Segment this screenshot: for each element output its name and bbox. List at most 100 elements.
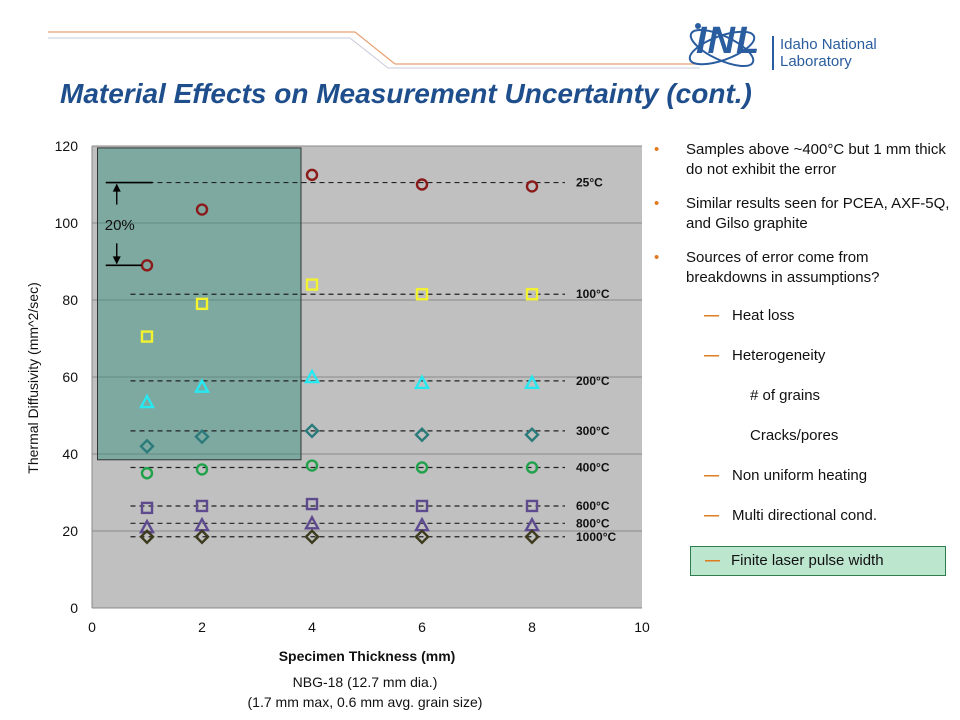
- highlight-region: [97, 147, 302, 461]
- x-tick-labels: 0 2 4 6 8 10: [88, 619, 650, 635]
- gridlines: [91, 145, 642, 609]
- data-point: [415, 461, 429, 474]
- data-point: [523, 374, 541, 389]
- series-label: 1000°C: [576, 530, 616, 544]
- data-point: [415, 499, 429, 513]
- y-tick-label: 40: [62, 446, 78, 462]
- x-tick-label: 0: [88, 619, 96, 635]
- data-markers: [138, 168, 541, 545]
- data-point: [305, 168, 319, 182]
- data-point: [140, 467, 154, 480]
- data-point: [414, 529, 430, 545]
- data-point: [415, 178, 429, 191]
- sub-bullet-text: Heterogeneity: [732, 347, 826, 364]
- data-point: [525, 288, 539, 301]
- bullet-glyph: •: [654, 195, 660, 212]
- sub-bullet-text: Multi directional cond.: [732, 507, 878, 524]
- sub-bullet-text: Non uniform heating: [732, 467, 868, 484]
- arrow-down-icon: [112, 256, 121, 265]
- data-point: [525, 499, 539, 513]
- logo-text: Idaho National Laboratory: [772, 36, 932, 70]
- sub-bullet-item: — Heterogeneity: [652, 346, 952, 366]
- y-tick-label: 0: [70, 600, 78, 616]
- inl-logo: INL Idaho National Laboratory: [682, 18, 932, 78]
- x-tick-label: 6: [418, 619, 426, 635]
- sub-bullet-text: Heat loss: [732, 307, 795, 324]
- data-point: [194, 428, 210, 445]
- data-point: [524, 427, 540, 443]
- bullet-text: Samples above ~400°C but 1 mm thick do n…: [686, 141, 946, 178]
- y-axis-label: Thermal Diffusivity (mm^2/sec): [25, 282, 41, 473]
- data-point: [195, 463, 209, 476]
- dash-glyph: —: [704, 347, 719, 364]
- data-point: [140, 330, 154, 343]
- y-tick-label: 80: [62, 292, 78, 308]
- sub-sub-item: Cracks/pores: [750, 427, 839, 444]
- series-label: 200°C: [576, 374, 610, 388]
- data-point: [413, 374, 431, 389]
- series-label: 100°C: [576, 287, 610, 301]
- chart-caption: NBG-18 (12.7 mm dia.) (1.7 mm max, 0.6 m…: [190, 672, 540, 712]
- bullet-text: Similar results seen for PCEA, AXF-5Q, a…: [686, 195, 950, 232]
- data-point: [524, 529, 540, 545]
- bullet-item: • Similar results seen for PCEA, AXF-5Q,…: [652, 194, 952, 234]
- data-point: [140, 501, 154, 515]
- data-point: [140, 259, 154, 272]
- series-label: 800°C: [576, 516, 610, 530]
- data-point: [194, 529, 210, 545]
- data-point: [414, 427, 430, 443]
- x-tick-label: 4: [308, 619, 316, 635]
- range-annotation: 20%: [105, 181, 153, 267]
- series-label: 300°C: [576, 424, 610, 438]
- series-label: 600°C: [576, 499, 610, 513]
- scatter-chart: 25°C 100°C 200°C 300°C 400°C 600°C 800°C1000°C…: [25, 138, 650, 664]
- data-point: [304, 423, 320, 439]
- bullet-item: • Samples above ~400°C but 1 mm thick do…: [652, 140, 952, 180]
- header-decoration: [48, 31, 700, 69]
- sub-bullet-text: Finite laser pulse width: [731, 552, 884, 569]
- dash-glyph: —: [704, 307, 719, 324]
- dash-glyph: —: [704, 467, 719, 484]
- data-point: [305, 497, 319, 511]
- bullet-text: Sources of error come from breakdowns in…: [686, 249, 880, 286]
- y-tick-label: 100: [55, 215, 79, 231]
- x-axis-label: Specimen Thickness (mm): [279, 648, 456, 664]
- data-point: [139, 529, 155, 545]
- data-point: [525, 180, 539, 193]
- x-tick-label: 2: [198, 619, 206, 635]
- series-label: 25°C: [576, 176, 603, 190]
- data-point: [304, 529, 320, 545]
- dash-glyph: —: [705, 552, 720, 569]
- data-point: [193, 378, 211, 393]
- data-point: [305, 278, 319, 291]
- x-tick-label: 8: [528, 619, 536, 635]
- caption-line-1: NBG-18 (12.7 mm dia.): [292, 674, 438, 690]
- annotation-label: 20%: [105, 217, 135, 234]
- y-tick-label: 20: [62, 523, 78, 539]
- sub-sub-item: # of grains: [750, 387, 821, 404]
- series-label: 400°C: [576, 460, 610, 474]
- bullet-glyph: •: [654, 249, 660, 266]
- bullet-glyph: •: [654, 141, 660, 158]
- data-point: [303, 514, 321, 530]
- sub-bullet-item: — Multi directional cond.: [652, 506, 952, 526]
- sub-bullet-item: — Heat loss: [652, 306, 952, 326]
- highlighted-sub-bullet: — Finite laser pulse width: [690, 546, 946, 576]
- atom-orbit-icon: [688, 23, 756, 68]
- data-point: [525, 461, 539, 474]
- x-tick-label: 10: [634, 619, 650, 635]
- data-point: [415, 288, 429, 301]
- data-point: [139, 438, 155, 454]
- data-point: [305, 459, 319, 472]
- caption-line-2: (1.7 mm max, 0.6 mm avg. grain size): [247, 694, 483, 710]
- logo-mark: INL: [696, 20, 761, 62]
- data-point: [195, 203, 209, 216]
- data-point: [195, 499, 209, 513]
- data-point: [138, 393, 156, 409]
- bullet-item: • Sources of error come from breakdowns …: [652, 248, 952, 288]
- data-point: [195, 297, 209, 311]
- highlight-box: [97, 147, 302, 461]
- bullet-list: • Samples above ~400°C but 1 mm thick do…: [652, 140, 952, 596]
- arrow-up-icon: [112, 183, 121, 192]
